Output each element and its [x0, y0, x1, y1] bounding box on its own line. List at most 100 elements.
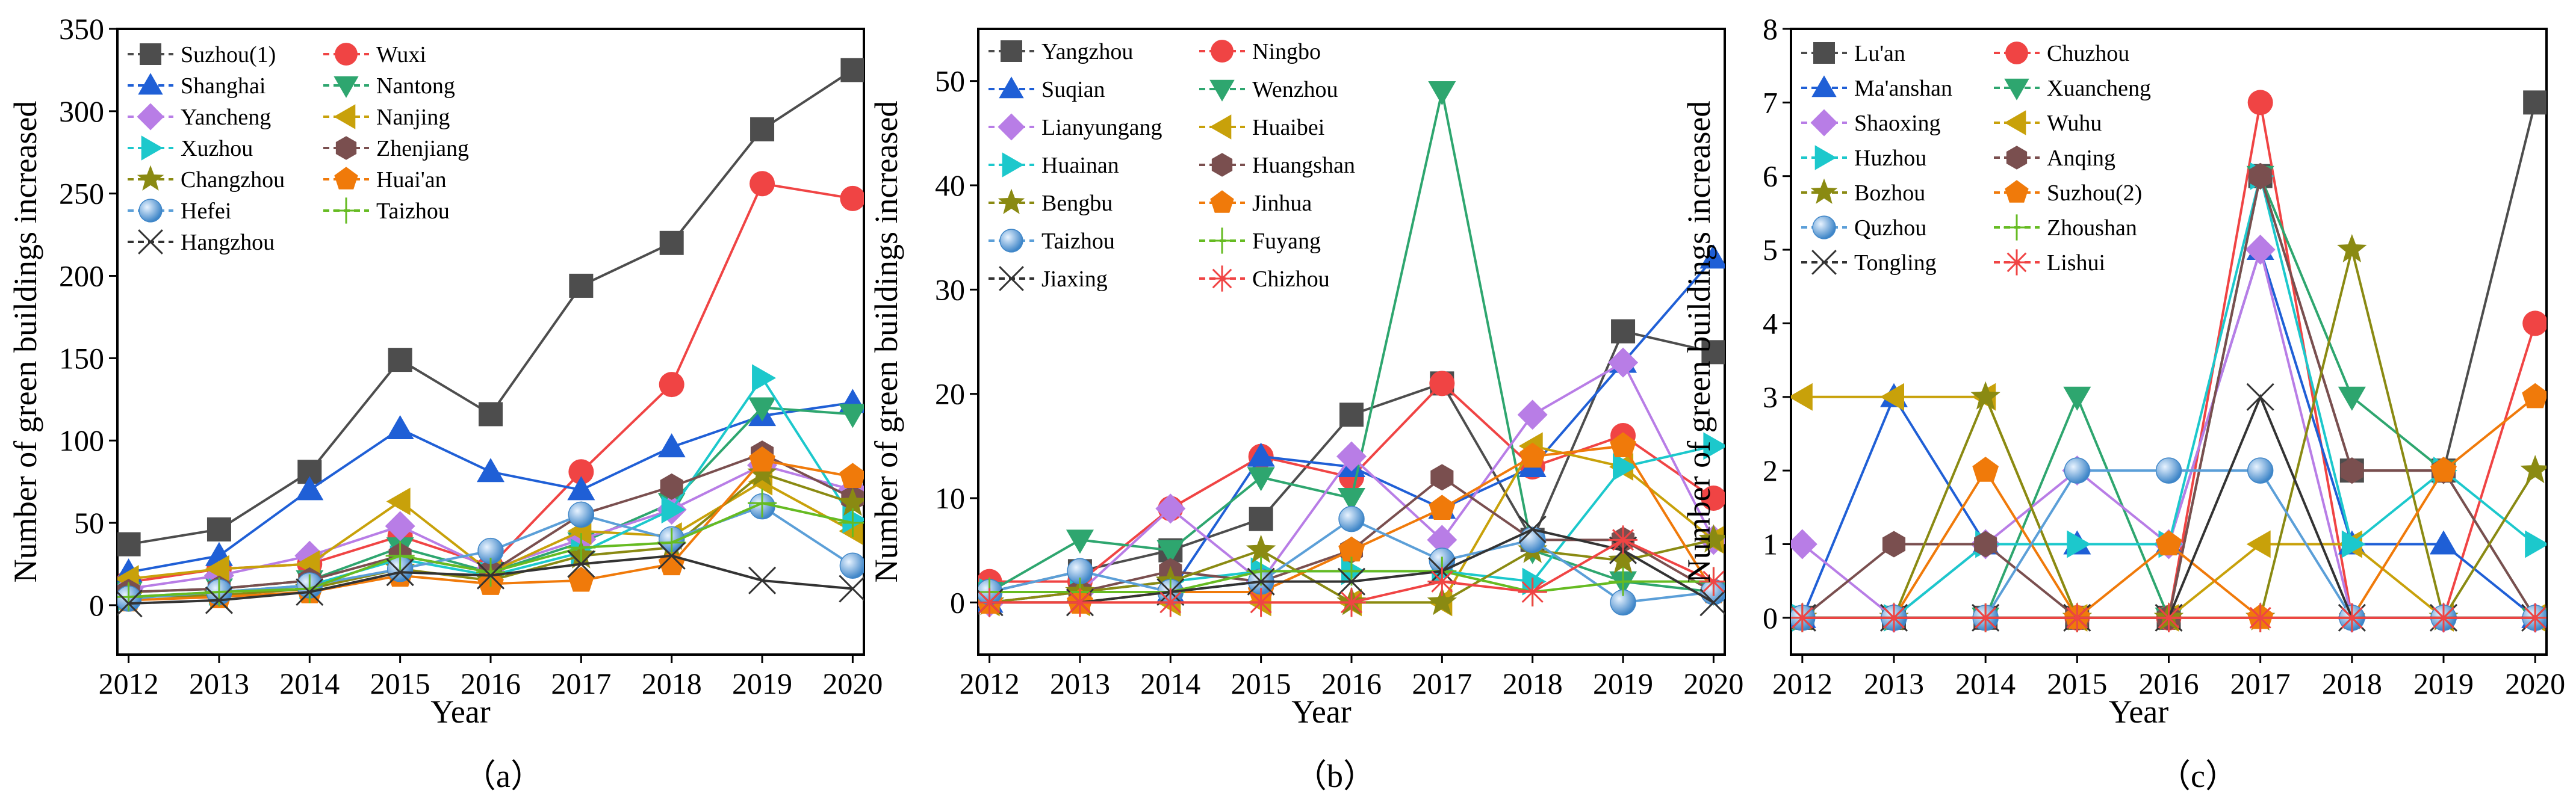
- data-point-huzhou: [2525, 530, 2547, 558]
- legend-entry-ningbo: Ningbo: [1199, 39, 1321, 64]
- data-point-tongling: [2246, 383, 2274, 411]
- x-tick-label: 2017: [551, 667, 611, 700]
- data-point-lianyungang: [1427, 525, 1457, 555]
- legend-entry-chuzhou: Chuzhou: [1994, 41, 2129, 66]
- x-tick-label: 2012: [960, 667, 1020, 700]
- chart-panel-3: 0 1 2 3 4 5 6 7 8 2012 2013 2014 2015 2016 2017 2018 201…: [1681, 12, 2565, 730]
- legend-label: Huzhou: [1854, 146, 1926, 171]
- legend-marker-xuancheng: [2004, 78, 2029, 100]
- data-point-hefei: [839, 552, 864, 579]
- data-point-huainan: [1613, 453, 1637, 481]
- x-tick-label: 2014: [1955, 667, 2016, 700]
- data-point-suzhou-1: [479, 402, 503, 427]
- data-point-bengbu: [1427, 587, 1457, 615]
- data-point-shanghai: [386, 415, 414, 440]
- data-point-chizhou: [978, 588, 1004, 617]
- data-point-jinhua: [1338, 536, 1365, 562]
- x-tick-label: 2014: [279, 667, 340, 700]
- legend-marker-hangzhou: [138, 229, 163, 254]
- data-point-wuxi: [840, 185, 864, 211]
- data-point-suzhou-2: [2155, 530, 2182, 556]
- data-point-suqian: [1699, 244, 1725, 269]
- y-tick-label: 40: [935, 168, 965, 202]
- data-point-huangshan: [1430, 464, 1454, 491]
- legend-marker-fuyang: [1209, 227, 1235, 254]
- legend-marker-suzhou-2: [2005, 180, 2029, 203]
- series-layer: [117, 58, 864, 618]
- x-axis-label: Year: [1291, 694, 1352, 730]
- data-point-ningbo: [1701, 486, 1725, 511]
- legend-entry-huainan: Huainan: [989, 152, 1119, 178]
- legend-entry-quzhou: Quzhou: [1801, 215, 1926, 241]
- chart-panel-2: 0 10 20 30 40 50 2012 2013 2014 2015 2016 2017 2018 2…: [868, 28, 1743, 730]
- legend-entry-nanjing: Nanjing: [323, 104, 450, 130]
- data-point-nanjing: [205, 555, 229, 583]
- data-point-lianyungang: [1336, 441, 1367, 472]
- data-point-jiaxing: [1699, 588, 1725, 617]
- legend-marker-lishui: [2003, 249, 2030, 276]
- legend-label: Changzhou: [181, 167, 285, 193]
- legend-entry-huaibei: Huaibei: [1199, 114, 1324, 140]
- legend-marker-anqing: [2006, 146, 2028, 170]
- legend-entry-huangshan: Huangshan: [1199, 153, 1355, 178]
- legend-entry-shaoxing: Shaoxing: [1801, 109, 1941, 137]
- legend-marker-lu-an: [1813, 42, 1835, 64]
- y-tick-label: 5: [1763, 233, 1778, 267]
- data-point-wenzhou: [1247, 467, 1275, 492]
- data-point-yangzhou: [1701, 340, 1725, 365]
- data-point-bengbu: [1698, 524, 1725, 553]
- y-tick-label: 1: [1763, 527, 1778, 561]
- data-point-anqing: [2249, 162, 2272, 190]
- legend-marker-wenzhou: [1209, 79, 1235, 102]
- data-point-changzhou: [747, 457, 777, 486]
- data-point-xuancheng: [2063, 386, 2091, 411]
- legend-entry-huzhou: Huzhou: [1801, 145, 1926, 171]
- data-point-nantong: [748, 397, 777, 422]
- data-point-wuhu: [1791, 383, 1813, 411]
- x-tick-label: 2017: [1412, 667, 1472, 700]
- data-point-chizhou: [1065, 588, 1094, 617]
- data-point-lishui: [2154, 603, 2183, 632]
- legend-marker-chizhou: [1209, 265, 1235, 292]
- data-point-hangzhou: [205, 586, 234, 614]
- series-line-wuhu: [1802, 395, 2536, 619]
- x-tick-label: 2020: [822, 667, 883, 700]
- legend-marker-suqian: [999, 76, 1024, 99]
- legend: Yangzhou Ningbo Suqian Wenzhou Lianyungang Hu…: [989, 39, 1355, 292]
- x-tick-label: 2019: [732, 667, 792, 700]
- y-tick-label: 150: [59, 341, 104, 375]
- x-tick-label: 2014: [1140, 667, 1200, 700]
- legend-entry-lishui: Lishui: [1994, 249, 2105, 276]
- legend-marker-nantong: [334, 76, 359, 98]
- legend-entry-lu-an: Lu'an: [1801, 41, 1905, 66]
- x-axis-label: Year: [430, 694, 491, 730]
- data-point-bengbu: [1608, 545, 1638, 574]
- legend-marker-ma-anshan: [1811, 75, 1837, 97]
- legend-marker-zhoushan: [2003, 214, 2030, 241]
- data-point-wenzhou: [1338, 488, 1365, 512]
- legend-entry-chizhou: Chizhou: [1199, 265, 1330, 292]
- data-point-bozhou: [2337, 234, 2367, 263]
- data-point-wenzhou: [1066, 529, 1094, 554]
- legend-entry-suzhou-1: Suzhou(1): [128, 42, 276, 67]
- data-point-quzhou: [2155, 457, 2182, 484]
- legend-label: Suzhou(1): [181, 42, 276, 67]
- legend-entry-bengbu: Bengbu: [989, 188, 1113, 216]
- legend-label: Bozhou: [1854, 180, 1925, 206]
- legend-marker-xuzhou: [141, 135, 163, 161]
- data-point-changzhou: [837, 487, 864, 516]
- series-layer: [1791, 90, 2547, 633]
- data-point-suzhou-2: [2430, 457, 2457, 482]
- series-line-suzhou-2: [1802, 396, 2536, 620]
- legend-marker-lianyungang: [998, 113, 1025, 141]
- y-tick-label: 30: [935, 273, 965, 306]
- legend-entry-wuhu: Wuhu: [1994, 110, 2102, 136]
- y-tick-label: 4: [1763, 306, 1778, 340]
- legend-marker-taizhou: [999, 229, 1023, 253]
- data-point-bozhou: [1970, 381, 2000, 410]
- data-point-huzhou: [2341, 530, 2366, 558]
- x-tick-label: 2013: [189, 667, 249, 700]
- x-tick-label: 2018: [2322, 667, 2382, 700]
